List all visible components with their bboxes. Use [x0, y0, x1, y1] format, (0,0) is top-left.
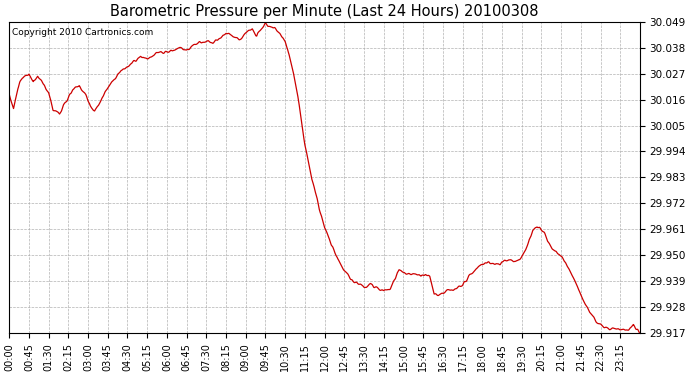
Text: Copyright 2010 Cartronics.com: Copyright 2010 Cartronics.com [12, 28, 154, 37]
Title: Barometric Pressure per Minute (Last 24 Hours) 20100308: Barometric Pressure per Minute (Last 24 … [110, 4, 539, 19]
